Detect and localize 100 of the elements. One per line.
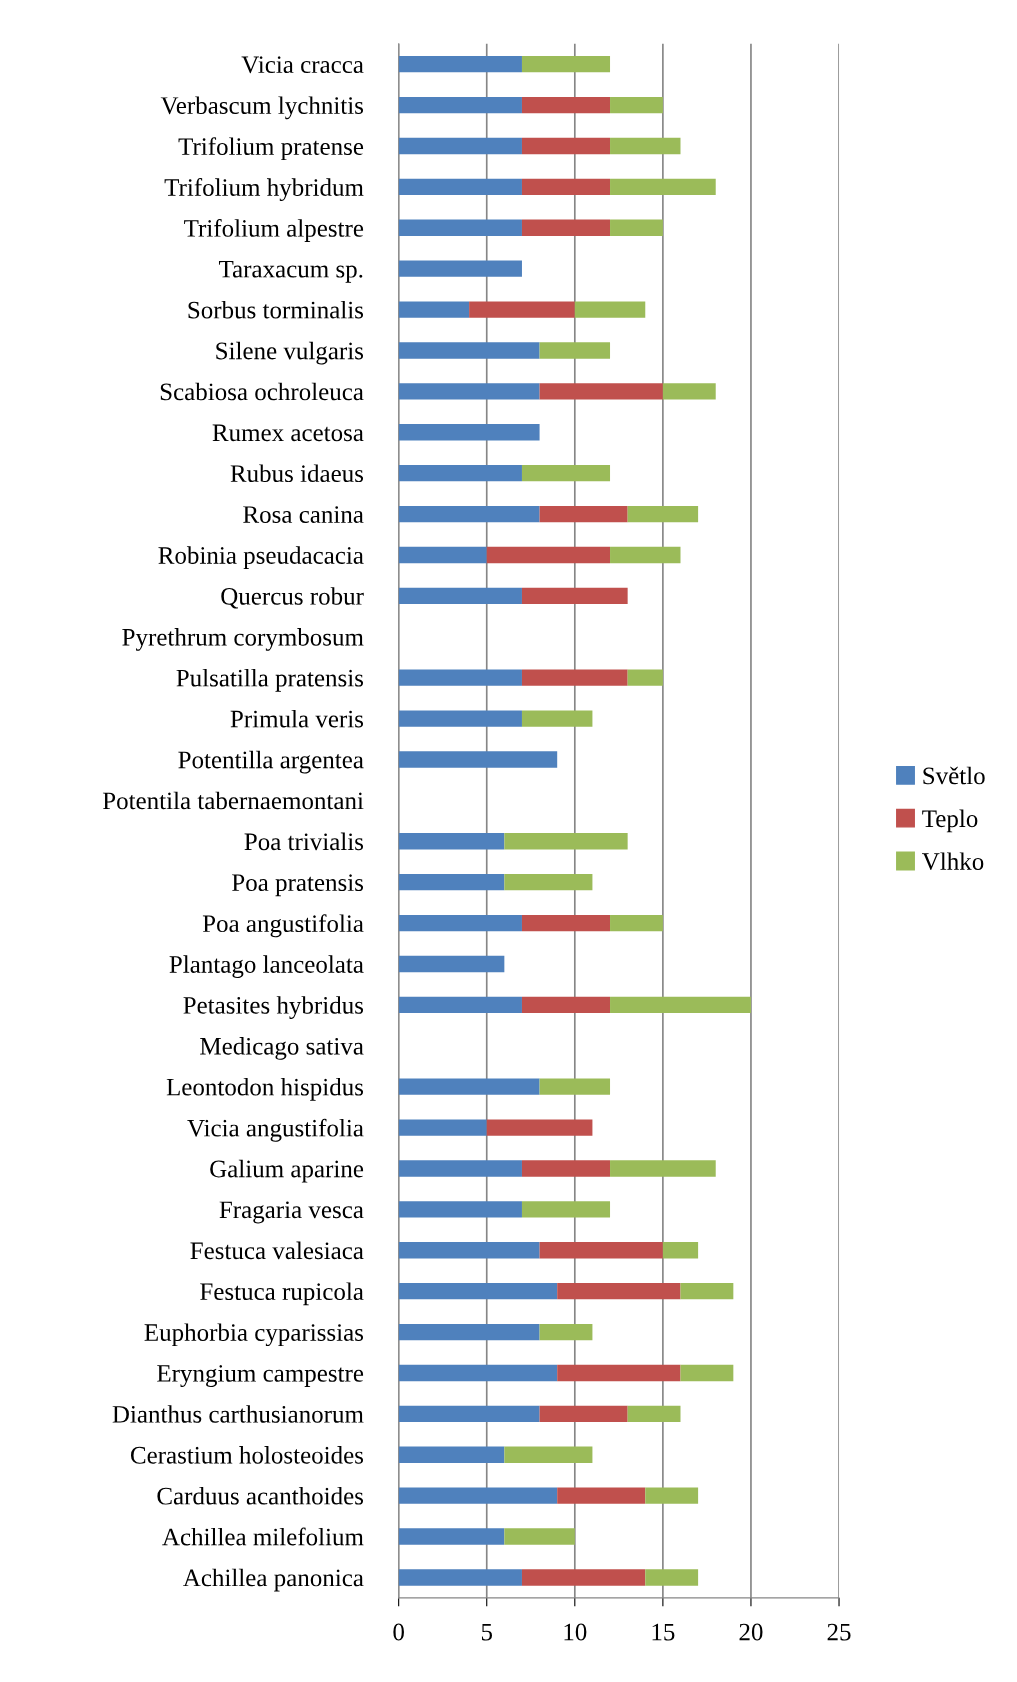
y-tick-label: Vicia angustifolia	[187, 1118, 364, 1142]
bar	[398, 424, 540, 441]
bar	[398, 1446, 505, 1463]
bar	[398, 342, 540, 359]
bar	[521, 137, 611, 155]
bar	[539, 1242, 663, 1259]
bar	[398, 56, 522, 73]
bar	[398, 996, 522, 1014]
y-tick-label: Euphorbia cyparissias	[144, 1323, 364, 1347]
y-tick-label: Sorbus torminalis	[188, 300, 364, 319]
bar	[521, 914, 611, 932]
x-tick-label: 25	[827, 1623, 851, 1641]
y-tick-label: Fragaria vesca	[219, 1201, 364, 1224]
bar	[521, 96, 611, 114]
bar	[627, 505, 699, 523]
bar	[539, 383, 663, 400]
y-tick-label: Pyrethrum corymbosum	[122, 628, 364, 651]
bar	[398, 1242, 540, 1259]
bar	[521, 996, 611, 1014]
bar	[398, 1364, 558, 1382]
bar	[398, 1487, 558, 1504]
y-tick-label: Poa pratensis	[232, 874, 364, 897]
y-tick-label: Pulsatilla pratensis	[176, 669, 364, 692]
bar	[539, 1323, 593, 1341]
y-tick-label: Rosa canina	[243, 506, 364, 523]
bar	[680, 1282, 734, 1300]
bar	[486, 546, 611, 564]
bar	[398, 710, 522, 727]
bar	[610, 219, 663, 236]
bar	[610, 137, 681, 155]
y-tick-label: Achillea milefolium	[162, 1527, 364, 1546]
bar	[539, 505, 628, 523]
bar	[398, 669, 522, 686]
bar	[398, 1323, 540, 1341]
bar	[610, 178, 716, 196]
bar	[398, 914, 522, 932]
bar	[398, 1119, 487, 1136]
bar	[645, 1487, 699, 1504]
bar	[574, 301, 646, 318]
bar	[662, 383, 716, 400]
y-tick-label: Carduus acanthoides	[157, 1486, 364, 1505]
bar	[398, 1282, 558, 1300]
bar	[610, 1160, 716, 1177]
bar	[521, 464, 611, 482]
bar	[398, 751, 558, 768]
y-tick-label: Trifolium alpestre	[184, 218, 364, 242]
y-tick-label: Poa trivialis	[244, 832, 364, 851]
y-tick-label: Festuca rupicola	[200, 1282, 364, 1306]
bar	[398, 96, 522, 114]
y-tick-label: Petasites hybridus	[183, 996, 364, 1019]
y-tick-label: Rubus idaeus	[230, 464, 364, 483]
bar	[521, 56, 611, 73]
bar	[398, 301, 470, 318]
y-tick-label: Achillea panonica	[183, 1568, 364, 1592]
bar	[627, 669, 663, 686]
bar	[398, 1078, 540, 1095]
bar	[398, 1201, 522, 1218]
bar	[504, 1446, 593, 1463]
bar	[521, 1569, 646, 1586]
y-tick-label: Dianthus carthusianorum	[112, 1405, 364, 1423]
bar	[680, 1364, 734, 1382]
bar	[398, 1528, 505, 1545]
x-tick-label: 10	[564, 1623, 587, 1641]
legend-label: Světlo	[923, 766, 985, 785]
y-tick-label: Vicia cracca	[241, 56, 364, 74]
bar	[398, 464, 522, 482]
bar	[610, 96, 663, 114]
y-tick-label: Leontodon hispidus	[166, 1077, 364, 1101]
bar	[504, 1528, 575, 1545]
y-tick-label: Scabiosa ochroleuca	[160, 382, 364, 401]
bar	[539, 342, 611, 359]
bar	[521, 669, 628, 686]
bar	[398, 833, 505, 850]
y-tick-label: Verbascum lychnitis	[160, 96, 364, 120]
bar	[398, 219, 522, 236]
y-tick-label: Rumex acetosa	[212, 424, 364, 442]
y-tick-label: Poa angustifolia	[202, 914, 364, 938]
y-tick-label: Quercus robur	[221, 587, 364, 609]
bar	[610, 996, 751, 1014]
bar	[398, 1569, 522, 1586]
bar	[398, 178, 522, 196]
bar	[662, 1242, 699, 1259]
y-tick-label: Festuca valesiaca	[190, 1241, 364, 1260]
y-tick-label: Taraxacum sp.	[218, 260, 363, 283]
x-tick-label: 0	[393, 1623, 404, 1641]
y-tick-label: Eryngium campestre	[157, 1365, 364, 1387]
bar	[469, 301, 575, 318]
y-tick-label: Silene vulgaris	[216, 341, 364, 365]
bar	[398, 955, 505, 973]
bar	[398, 1405, 540, 1423]
y-tick-label: Robinia pseudacacia	[158, 546, 364, 569]
bar	[521, 178, 611, 196]
bar	[521, 1160, 611, 1177]
bar	[398, 1160, 522, 1177]
y-tick-label: Potentilla argentea	[178, 750, 364, 774]
bar	[398, 260, 522, 277]
bar	[521, 710, 593, 727]
y-tick-label: Medicago sativa	[200, 1037, 364, 1060]
bar	[557, 1364, 681, 1382]
bar	[521, 1201, 611, 1218]
